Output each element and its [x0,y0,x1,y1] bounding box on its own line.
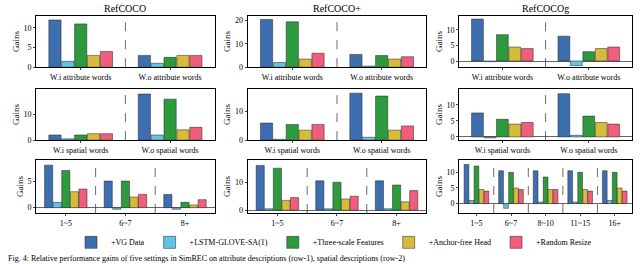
svg-text:Gains: Gains [11,31,21,52]
svg-text:10: 10 [235,178,243,187]
svg-text:Gains: Gains [222,175,232,196]
svg-text:10: 10 [23,24,31,33]
svg-text:+LSTM-GLOVE-SA(1): +LSTM-GLOVE-SA(1) [190,238,268,247]
svg-text:+Three-scale Features: +Three-scale Features [313,238,384,247]
svg-text:5: 5 [451,184,455,193]
svg-text:W.o attribute words: W.o attribute words [350,73,413,82]
svg-text:W.o attribute words: W.o attribute words [139,73,202,82]
svg-text:Gains: Gains [434,175,444,196]
svg-text:1~5: 1~5 [60,219,72,228]
svg-text:0: 0 [27,63,31,72]
svg-text:+Anchor-free Head: +Anchor-free Head [429,238,491,247]
svg-text:5: 5 [27,43,31,52]
svg-text:W.o spatial words: W.o spatial words [353,146,410,155]
svg-text:W.i spatial words: W.i spatial words [475,146,530,155]
svg-text:RefCOCO: RefCOCO [104,3,146,14]
svg-text:8+: 8+ [181,219,190,228]
svg-text:6~7: 6~7 [505,219,517,228]
svg-text:Gains: Gains [15,175,25,196]
svg-text:W.o spatial words: W.o spatial words [141,146,198,155]
svg-text:16+: 16+ [608,219,621,228]
svg-text:W.o spatial words: W.o spatial words [560,146,617,155]
svg-text:0: 0 [27,136,31,145]
svg-text:1~5: 1~5 [470,219,482,228]
svg-text:5: 5 [451,117,455,126]
svg-text:W.i attribute words: W.i attribute words [50,73,111,82]
svg-text:Gains: Gains [434,31,444,52]
svg-text:11~15: 11~15 [570,219,590,228]
svg-text:0: 0 [239,206,243,215]
svg-text:W.i spatial words: W.i spatial words [53,146,108,155]
svg-text:RefCOCOg: RefCOCOg [522,3,569,14]
svg-text:W.i spatial words: W.i spatial words [265,146,320,155]
svg-text:5: 5 [27,177,31,186]
svg-text:Gains: Gains [11,104,21,125]
svg-text:10: 10 [23,110,31,119]
svg-text:0: 0 [239,136,243,145]
svg-text:0: 0 [239,63,243,72]
svg-text:6~7: 6~7 [119,219,131,228]
svg-text:0: 0 [27,203,31,212]
svg-text:1~5: 1~5 [271,219,283,228]
svg-text:10: 10 [447,26,455,35]
svg-text:W.i attribute words: W.i attribute words [262,73,323,82]
svg-text:6~7: 6~7 [331,219,343,228]
svg-text:Fig. 4: Relative performance g: Fig. 4: Relative performance gains of fi… [8,254,405,263]
svg-text:RefCOCO+: RefCOCO+ [313,3,361,14]
svg-text:Gains: Gains [434,104,444,125]
svg-text:10: 10 [235,40,243,49]
svg-text:10: 10 [235,107,243,116]
svg-text:Gains: Gains [222,104,232,125]
svg-text:W.i attribute words: W.i attribute words [472,73,533,82]
svg-text:+VG Data: +VG Data [111,238,145,247]
svg-text:W.o attribute words: W.o attribute words [557,73,620,82]
svg-text:Gains: Gains [222,31,232,52]
svg-text:0: 0 [451,133,455,142]
svg-text:8~10: 8~10 [537,219,553,228]
svg-text:0: 0 [451,57,455,66]
svg-text:5: 5 [451,41,455,50]
svg-text:20: 20 [235,16,243,25]
svg-text:10: 10 [447,101,455,110]
svg-text:+Random Resize: +Random Resize [536,238,591,247]
svg-text:10: 10 [447,168,455,177]
svg-text:0: 0 [451,199,455,208]
svg-text:8+: 8+ [392,219,401,228]
